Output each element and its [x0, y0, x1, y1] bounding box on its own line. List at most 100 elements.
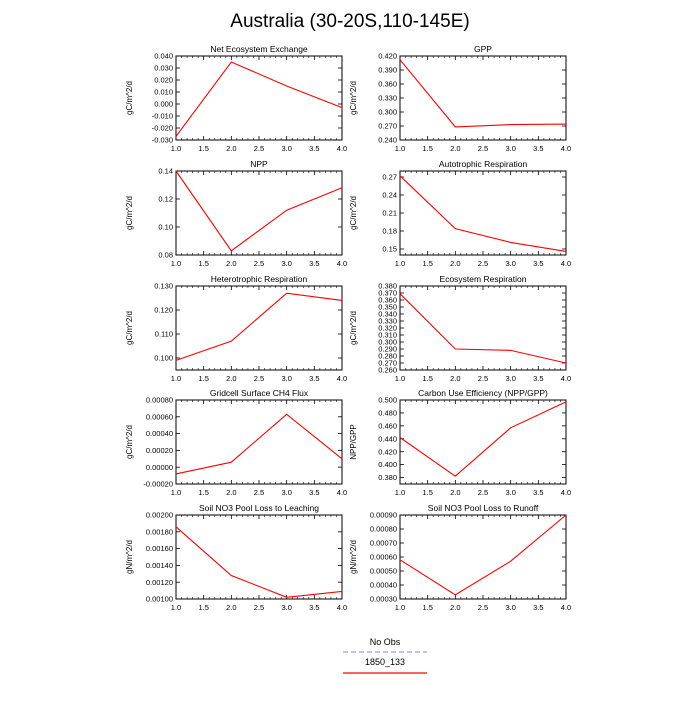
x-tick-label: 3.5: [309, 374, 319, 383]
x-tick-label: 3.0: [505, 259, 515, 268]
y-tick-label: 0.12: [158, 195, 173, 204]
y-tick-label: 0.100: [154, 354, 173, 363]
x-tick-label: 1.5: [198, 488, 208, 497]
x-tick-label: 2.0: [226, 144, 236, 153]
y-axis-label: gC/m^2/d: [125, 196, 134, 230]
panel-title: Net Ecosystem Exchange: [210, 44, 308, 54]
y-tick-label: 0.21: [382, 209, 397, 218]
x-tick-label: 2.0: [450, 603, 460, 612]
y-tick-label: 0.110: [155, 330, 173, 339]
x-tick-label: 3.5: [309, 488, 319, 497]
y-tick-label: -0.020: [152, 124, 173, 133]
chart-panel: Heterotrophic Respiration 1.0 1.5 2.0 2.5 3.0…: [125, 274, 347, 383]
x-tick-label: 2.0: [226, 488, 236, 497]
x-tick-label: 4.0: [337, 374, 347, 383]
y-tick-label: 0.08: [158, 251, 173, 260]
y-tick-label: 0.00120: [146, 578, 173, 587]
y-tick-label: 0.18: [382, 227, 397, 236]
y-tick-label: 0.460: [378, 421, 397, 430]
y-tick-label: 0.270: [378, 359, 397, 368]
y-tick-label: 0.00040: [370, 581, 397, 590]
series-line: [175, 61, 343, 137]
x-tick-label: 1.5: [198, 259, 208, 268]
plot-frame: [399, 514, 567, 600]
y-axis-label: gC/m^2/d: [349, 81, 358, 115]
y-tick-label: 0.00060: [370, 553, 397, 562]
y-tick-label: 0.340: [378, 310, 397, 319]
x-tick-label: 2.5: [478, 144, 488, 153]
y-tick-label: 0.040: [154, 52, 173, 61]
x-tick-label: 1.0: [395, 144, 405, 153]
legend-label-no-obs: No Obs: [370, 637, 401, 647]
y-tick-label: 0.00200: [146, 511, 173, 520]
y-tick-label: 0.380: [378, 282, 397, 291]
plot-frame: [175, 170, 343, 256]
panel-title: Autotrophic Respiration: [439, 159, 528, 169]
panel-title: Soil NO3 Pool Loss to Leaching: [199, 503, 319, 513]
x-tick-label: 2.5: [254, 259, 264, 268]
y-tick-label: 0.360: [378, 296, 397, 305]
chart-panel: Carbon Use Efficiency (NPP/GPP) 1.0 1.5 2.0…: [349, 388, 571, 497]
x-tick-label: 2.5: [478, 259, 488, 268]
y-tick-label: 0.00180: [146, 527, 173, 536]
y-tick-label: 0.14: [158, 167, 173, 176]
x-tick-label: 1.5: [422, 144, 432, 153]
y-tick-label: 0.00000: [146, 463, 173, 472]
series-line: [399, 175, 567, 252]
y-tick-label: 0.300: [378, 338, 397, 347]
y-tick-label: 0.420: [378, 52, 397, 61]
plot-frame: [399, 55, 567, 141]
panel-title: Heterotrophic Respiration: [211, 274, 308, 284]
x-tick-label: 1.5: [422, 603, 432, 612]
y-tick-label: 0.00080: [370, 525, 397, 534]
y-tick-label: 0.130: [154, 282, 173, 291]
plot-frame: [175, 285, 343, 371]
y-tick-label: 0.480: [378, 409, 397, 418]
y-tick-label: 0.030: [154, 64, 173, 73]
y-tick-label: 0.440: [378, 434, 397, 443]
x-tick-label: 1.0: [171, 259, 181, 268]
x-tick-label: 1.0: [395, 488, 405, 497]
x-tick-label: 4.0: [337, 144, 347, 153]
panel-title: GPP: [474, 44, 492, 54]
x-tick-label: 3.5: [533, 488, 543, 497]
figure-title: Australia (30-20S,110-145E): [230, 11, 469, 32]
y-tick-label: 0.370: [378, 289, 397, 298]
chart-panel: Soil NO3 Pool Loss to Leaching 1.0 1.5 2.0 2…: [125, 503, 347, 612]
y-axis-label: gN/m^2/d: [125, 540, 134, 574]
y-tick-label: -0.00020: [143, 480, 173, 489]
y-tick-label: 0.420: [378, 447, 397, 456]
panel-title: Gridcell Surface CH4 Flux: [210, 388, 309, 398]
x-tick-label: 3.5: [533, 259, 543, 268]
x-tick-label: 1.0: [171, 603, 181, 612]
y-tick-label: 0.350: [378, 303, 397, 312]
x-tick-label: 3.5: [533, 374, 543, 383]
x-tick-label: 1.5: [198, 603, 208, 612]
series-line: [399, 401, 567, 477]
y-tick-label: -0.030: [152, 136, 173, 145]
panel-title: Carbon Use Efficiency (NPP/GPP): [418, 388, 548, 398]
y-axis-label: gC/m^2/d: [125, 311, 134, 345]
x-tick-label: 3.0: [505, 603, 515, 612]
x-tick-label: 1.5: [198, 374, 208, 383]
x-tick-label: 3.0: [281, 144, 291, 153]
panel-title: NPP: [250, 159, 268, 169]
y-axis-label: gC/m^2/d: [349, 196, 358, 230]
y-tick-label: 0.000: [154, 100, 173, 109]
x-tick-label: 4.0: [561, 374, 571, 383]
y-tick-label: 0.240: [378, 136, 397, 145]
x-tick-label: 2.5: [254, 603, 264, 612]
series-line: [399, 293, 567, 364]
chart-panel: NPP 1.0 1.5 2.0 2.5 3.0 3.5 4.0 0.08 0.10 0.12 0.14…: [125, 159, 347, 268]
x-tick-label: 1.5: [422, 259, 432, 268]
y-tick-label: 0.00090: [370, 511, 397, 520]
y-tick-label: 0.270: [378, 122, 397, 131]
x-tick-label: 3.0: [505, 374, 515, 383]
y-tick-label: 0.27: [382, 173, 397, 182]
series-line: [175, 292, 343, 361]
y-tick-label: 0.00050: [370, 567, 397, 576]
series-line: [399, 514, 567, 596]
legend-label-1850-133: 1850_133: [365, 657, 405, 667]
x-tick-label: 2.5: [478, 374, 488, 383]
